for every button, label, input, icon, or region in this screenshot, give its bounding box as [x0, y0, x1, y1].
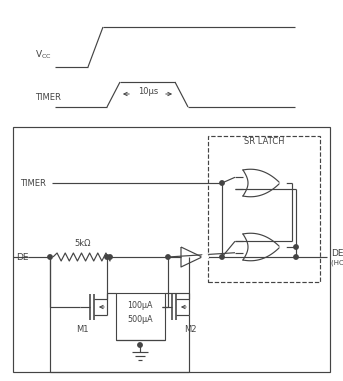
Text: $\mathregular{V_{CC}}$: $\mathregular{V_{CC}}$: [35, 49, 52, 61]
Text: 100μA: 100μA: [127, 301, 153, 309]
Text: SR LATCH: SR LATCH: [244, 136, 284, 146]
Text: DE: DE: [16, 253, 28, 261]
Text: TIMER: TIMER: [35, 93, 61, 101]
Circle shape: [108, 255, 112, 259]
Circle shape: [294, 255, 298, 259]
Circle shape: [280, 180, 286, 186]
Text: DE: DE: [331, 248, 343, 258]
Text: (HOT SWAP): (HOT SWAP): [331, 260, 343, 266]
Text: 500μA: 500μA: [127, 315, 153, 325]
Text: 10μs: 10μs: [138, 86, 158, 96]
Bar: [13, 127, 330, 372]
Text: 5kΩ: 5kΩ: [75, 239, 91, 248]
Circle shape: [220, 181, 224, 185]
Circle shape: [280, 244, 286, 250]
Circle shape: [166, 255, 170, 259]
Circle shape: [48, 255, 52, 259]
Circle shape: [105, 255, 109, 259]
Circle shape: [220, 255, 224, 259]
Text: M2: M2: [184, 325, 196, 335]
Text: TIMER: TIMER: [20, 179, 46, 187]
Bar: [208, 136, 320, 282]
Circle shape: [294, 245, 298, 249]
Circle shape: [202, 254, 209, 260]
Circle shape: [138, 343, 142, 347]
Text: M1: M1: [76, 325, 88, 335]
Bar: [116, 293, 165, 340]
